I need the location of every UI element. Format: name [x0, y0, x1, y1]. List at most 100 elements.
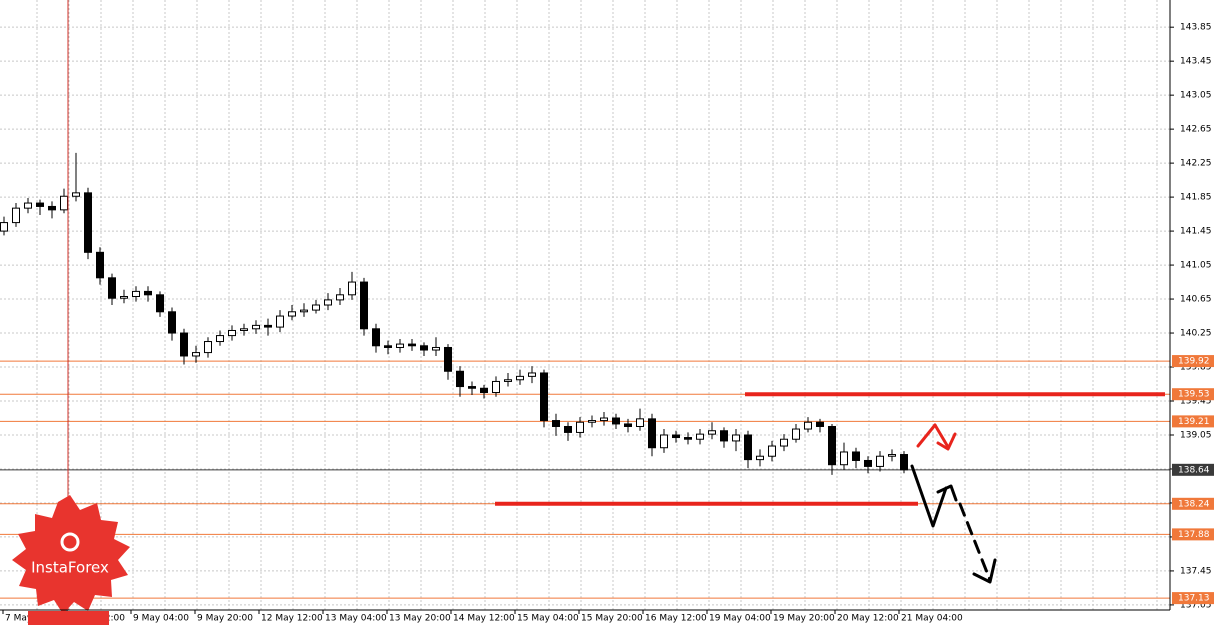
candle-body — [288, 311, 296, 317]
cursor-time-box — [28, 611, 109, 625]
candle-body — [372, 328, 380, 347]
candle-body — [864, 459, 872, 467]
levels — [0, 360, 1170, 599]
y-tick-label: 143.05 — [1180, 91, 1212, 101]
candle-body — [684, 437, 692, 440]
level-label-box — [1172, 463, 1214, 476]
candle-body — [480, 387, 488, 394]
candle-body — [804, 421, 812, 430]
candle-body — [672, 434, 680, 439]
candle-body — [228, 329, 236, 337]
y-tick-label: 139.05 — [1180, 430, 1212, 440]
y-tick-label: 141.45 — [1180, 227, 1212, 237]
level-label-box — [1172, 355, 1214, 368]
logo-badge — [12, 495, 130, 614]
level-label: 137.88 — [1178, 530, 1210, 540]
y-tick-label: 139.45 — [1180, 397, 1212, 407]
candle-body — [360, 281, 368, 330]
candle-body — [96, 251, 104, 279]
candle-body — [756, 455, 764, 461]
x-tick-label: 15 May 20:00 — [581, 614, 643, 624]
x-tick-label: 13 May 04:00 — [325, 614, 387, 624]
level-label: 138.64 — [1178, 465, 1210, 475]
candle-body — [468, 386, 476, 389]
y-tick-label: 139.85 — [1180, 363, 1212, 373]
projection — [910, 423, 997, 584]
candle-body — [876, 455, 884, 467]
candle-body — [708, 430, 716, 435]
candle-body — [336, 294, 344, 301]
x-tick-label: 16 May 12:00 — [645, 614, 707, 624]
level-label-box — [1172, 497, 1214, 510]
x-tick-label: 9 May 04:00 — [133, 614, 189, 624]
candle-body — [552, 420, 560, 427]
candle-body — [144, 290, 152, 296]
candle-body — [492, 380, 500, 394]
candle-body — [180, 332, 188, 357]
candle-body — [648, 418, 656, 449]
candle-body — [696, 433, 704, 440]
candle-body — [300, 309, 308, 313]
y-tick-label: 141.85 — [1180, 193, 1212, 203]
candle-body — [120, 296, 128, 299]
candle-body — [444, 346, 452, 372]
level-labels: 139.92 139.53 139.21 138.64 138.24 137.88 137.… — [1172, 355, 1214, 605]
candle-body — [72, 192, 80, 197]
candle-body — [240, 328, 248, 331]
candle-body — [660, 434, 668, 449]
candle-body — [744, 434, 752, 461]
level-label: 139.21 — [1178, 417, 1210, 427]
candle-body — [840, 451, 848, 466]
level-label-box — [1172, 388, 1214, 401]
candle-body — [216, 335, 224, 343]
y-tick-label: 143.45 — [1180, 57, 1212, 67]
y-tick-label: 143.85 — [1180, 23, 1212, 33]
candle-body — [84, 192, 92, 253]
y-tick-label: 141.05 — [1180, 261, 1212, 271]
candle-body — [780, 438, 788, 447]
level-label: 139.92 — [1178, 357, 1210, 367]
candle-body — [540, 372, 548, 422]
candle-body — [432, 346, 440, 351]
candle-body — [900, 454, 908, 471]
x-tick-label: 21 May 04:00 — [901, 614, 963, 624]
candle-body — [312, 304, 320, 311]
candle-body — [732, 434, 740, 442]
x-tick-label: 14 May 12:00 — [453, 614, 515, 624]
candle-body — [516, 375, 524, 381]
candle-body — [348, 281, 356, 296]
x-tick-label: 19 May 04:00 — [709, 614, 771, 624]
logo-text: InstaForex — [31, 559, 109, 577]
candle-body — [24, 202, 32, 209]
candle-body — [252, 324, 260, 330]
candle-body — [828, 425, 836, 466]
candle-body — [60, 195, 68, 211]
candles — [0, 152, 908, 475]
candle-body — [600, 417, 608, 422]
candle-body — [564, 425, 572, 433]
candle-body — [12, 207, 20, 224]
level-label-box — [1172, 415, 1214, 428]
candle-body — [636, 418, 644, 427]
level-label-box — [1172, 592, 1214, 605]
candle-body — [588, 420, 596, 423]
candle-body — [720, 430, 728, 442]
candle-body — [396, 343, 404, 348]
candle-body — [576, 421, 584, 433]
candle-body — [504, 379, 512, 382]
x-tick-label: 20 May 12:00 — [837, 614, 899, 624]
candle-body — [36, 202, 44, 207]
candle-body — [132, 290, 140, 298]
x-tick-label: 9 May 20:00 — [197, 614, 253, 624]
candle-body — [768, 445, 776, 457]
candle-body — [48, 205, 56, 211]
candle-body — [852, 451, 860, 461]
candle-body — [324, 299, 332, 306]
candle-body — [204, 341, 212, 354]
candle-body — [612, 417, 620, 425]
candle-body — [420, 345, 428, 351]
level-label: 137.13 — [1178, 594, 1210, 604]
grid — [0, 0, 1170, 610]
